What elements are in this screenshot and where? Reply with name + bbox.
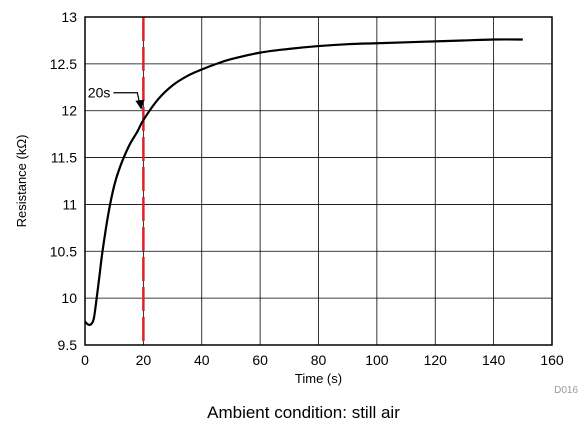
x-tick-label: 20: [136, 352, 152, 368]
series-line: [84, 38, 523, 327]
y-tick-label: 10: [61, 290, 77, 306]
figure-code: D016: [554, 385, 578, 396]
y-tick-label: 13: [61, 9, 77, 25]
y-tick-label: 10.5: [50, 243, 77, 259]
caption: Ambient condition: still air: [207, 403, 400, 422]
y-axis-label: Resistance (kΩ): [14, 135, 29, 228]
y-tick-label: 12.5: [50, 56, 77, 72]
y-tick-label: 12: [61, 103, 77, 119]
y-tick-labels: 9.5 10 10.5 11 11.5 12 12.5 13: [50, 9, 77, 353]
annotation-label: 20s: [88, 85, 111, 101]
annotation-group: 20s: [88, 85, 145, 110]
grid-lines: [84, 16, 553, 346]
x-tick-label: 100: [365, 352, 389, 368]
y-tick-label: 11.5: [51, 150, 77, 166]
plot-frame: [84, 16, 553, 346]
x-tick-label: 120: [424, 352, 448, 368]
x-axis-label: Time (s): [295, 371, 342, 386]
annotation-arrow-line: [113, 92, 140, 103]
x-tick-label: 140: [482, 352, 506, 368]
x-tick-label: 80: [311, 352, 327, 368]
x-tick-label: 40: [194, 352, 210, 368]
x-tick-label: 0: [81, 352, 89, 368]
annotation-arrowhead: [135, 99, 145, 110]
x-tick-labels: 0 20 40 60 80 100 120 140 160: [81, 352, 564, 368]
x-tick-label: 60: [252, 352, 268, 368]
y-tick-label: 11: [62, 196, 77, 212]
y-tick-label: 9.5: [58, 337, 78, 353]
x-tick-label: 160: [540, 352, 564, 368]
